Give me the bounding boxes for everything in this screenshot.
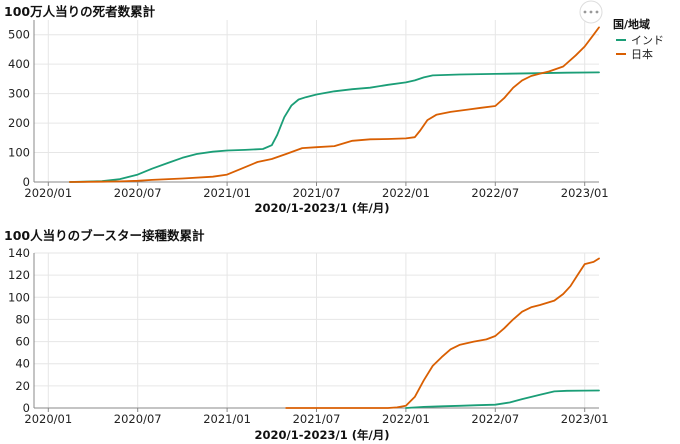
chart1-y-tick-label: 100 xyxy=(8,146,30,160)
chart1-x-tick-label: 2022/07 xyxy=(471,186,519,200)
chart2-x-axis-label: 2020/1-2023/1 (年/月) xyxy=(255,428,390,442)
chart2-title: 100人当りのブースター接種数累計 xyxy=(4,228,205,243)
chart1-x-axis-label: 2020/1-2023/1 (年/月) xyxy=(255,201,390,215)
chart-menu-button[interactable] xyxy=(579,0,603,24)
chart2-boosters: 0 20 40 60 80 100 120 140 2020/01 2020/07 2021/01 2… xyxy=(8,246,609,426)
chart2-y-tick-label: 0 xyxy=(23,401,30,415)
chart1-x-tick-label: 2022/01 xyxy=(382,186,430,200)
chart2-y-tick-label: 20 xyxy=(15,379,30,393)
chart2-x-tick-label: 2020/07 xyxy=(114,412,162,426)
chart1-deaths: 0 100 200 300 400 500 2020/01 2020/07 2021/01 202… xyxy=(8,20,609,200)
chart2-y-tick-label: 120 xyxy=(8,268,30,282)
menu-dot xyxy=(595,10,599,14)
chart2-x-tick-label: 2022/07 xyxy=(471,412,519,426)
chart1-y-tick-label: 500 xyxy=(8,28,30,42)
chart2-y-tick-label: 80 xyxy=(15,312,30,326)
chart1-series-line-india xyxy=(68,71,600,183)
chart2-x-tick-label: 2021/01 xyxy=(203,412,251,426)
chart2-series-line-japan xyxy=(285,257,600,409)
chart1-series-line-japan xyxy=(68,26,600,183)
chart2-y-tick-label: 60 xyxy=(15,335,30,349)
chart1-y-tick-label: 400 xyxy=(8,57,30,71)
legend-item-india[interactable]: インド xyxy=(616,34,664,47)
chart1-x-tick-label: 2023/01 xyxy=(561,186,609,200)
menu-dot xyxy=(583,10,587,14)
chart1-x-tick-label: 2020/07 xyxy=(114,186,162,200)
legend: 国/地域 インド 日本 xyxy=(613,17,664,61)
chart2-x-tick-label: 2023/01 xyxy=(561,412,609,426)
chart2-y-tick-label: 100 xyxy=(8,290,30,304)
chart2-x-tick-label: 2021/07 xyxy=(293,412,341,426)
legend-label-japan: 日本 xyxy=(631,47,653,61)
chart1-y-tick-label: 300 xyxy=(8,87,30,101)
chart2-series-line-india xyxy=(404,389,600,409)
legend-item-japan[interactable]: 日本 xyxy=(616,47,653,61)
chart2-y-tick-label: 40 xyxy=(15,357,30,371)
legend-label-india: インド xyxy=(631,34,664,47)
chart2-y-tick-label: 140 xyxy=(8,246,30,260)
chart2-x-tick-label: 2022/01 xyxy=(382,412,430,426)
chart1-x-tick-label: 2020/01 xyxy=(24,186,72,200)
legend-title: 国/地域 xyxy=(613,17,650,31)
menu-dot xyxy=(589,10,593,14)
chart1-title: 100万人当りの死者数累計 xyxy=(4,4,156,19)
chart1-y-tick-label: 0 xyxy=(23,175,30,189)
chart2-x-tick-label: 2020/01 xyxy=(24,412,72,426)
chart1-y-tick-label: 200 xyxy=(8,116,30,130)
chart1-x-tick-label: 2021/07 xyxy=(293,186,341,200)
chart1-x-tick-label: 2021/01 xyxy=(203,186,251,200)
